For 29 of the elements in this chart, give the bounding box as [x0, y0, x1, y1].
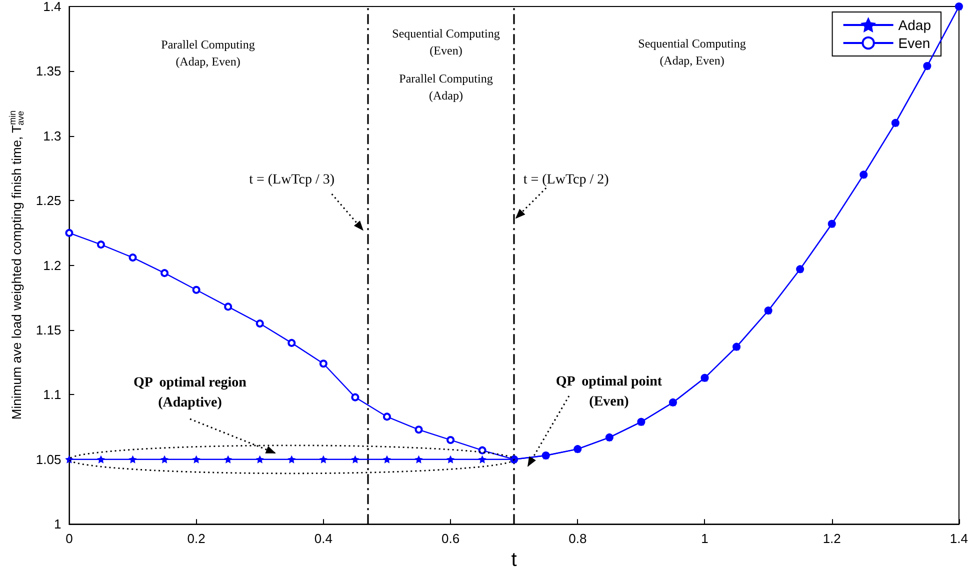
x-tick-label: 0	[66, 531, 73, 546]
y-tick-label: 1.4	[43, 0, 62, 14]
x-tick-label: 1.2	[822, 531, 841, 546]
x-tick-label: 1.4	[950, 531, 968, 546]
annotation: Parallel Computing (Adap, Even)	[161, 38, 255, 68]
x-tick-label: 0.4	[314, 531, 332, 546]
y-tick-label: 1	[54, 516, 62, 532]
legend-label: Even	[898, 35, 930, 51]
y-tick-label: 1.05	[36, 452, 62, 467]
ref-line-label: t = (LwTcp / 3)	[249, 172, 335, 188]
annotation: Parallel Computing (Adap)	[399, 72, 493, 102]
x-tick-label: 1	[701, 531, 708, 546]
y-tick-label: 1.35	[36, 64, 62, 79]
y-tick-label: 1.2	[43, 258, 62, 273]
annotation: QP optimal point (Even)	[556, 374, 662, 410]
annotation: QP optimal region (Adaptive)	[134, 376, 247, 410]
y-tick-label: 1.25	[36, 193, 62, 208]
legend-label: Adap	[898, 17, 932, 33]
x-tick-label: 0.6	[441, 531, 460, 546]
y-tick-label: 1.1	[43, 387, 62, 402]
y-axis-title: Minimum ave load weighted compting finish time, Tminave	[8, 110, 26, 420]
annotation: Sequential Computing (Even)	[392, 26, 500, 58]
ref-line-label: t = (LwTcp / 2)	[523, 172, 610, 188]
y-tick-label: 1.15	[36, 322, 62, 338]
x-tick-label: 0.8	[568, 531, 587, 546]
x-axis-title: t	[511, 549, 518, 571]
x-tick-label: 0.2	[187, 531, 206, 546]
annotation: Sequential Computing (Adap, Even)	[638, 36, 746, 68]
y-tick-label: 1.3	[43, 128, 62, 144]
